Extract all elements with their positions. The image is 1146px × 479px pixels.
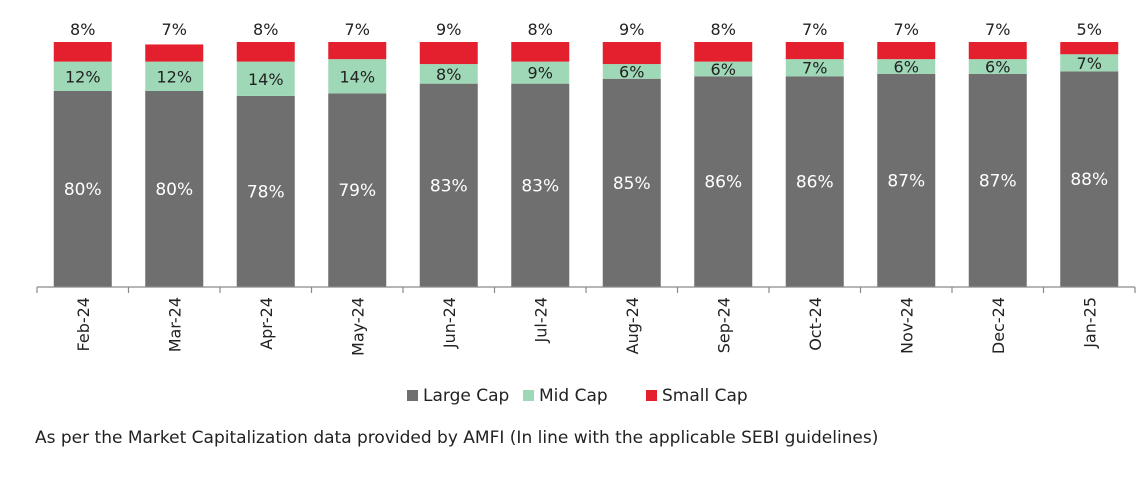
bar-segment-mid-cap	[694, 61, 753, 77]
data-label-large-cap: 86%	[704, 173, 742, 193]
bar-segment-large-cap	[53, 91, 112, 287]
bar-segment-mid-cap	[968, 59, 1027, 74]
data-label-mid-cap: 6%	[711, 60, 736, 79]
data-label-large-cap: 87%	[887, 171, 925, 191]
bar-segment-large-cap	[145, 91, 204, 287]
bar-segment-large-cap	[511, 83, 570, 288]
legend-swatch-small-cap	[646, 390, 657, 401]
data-label-small-cap: 5%	[1077, 20, 1102, 39]
bar-group	[53, 42, 1119, 288]
x-axis-tick-labels: Feb-24 Mar-24 Apr-24 May-24 Jun-24 Jul-24 Aug-…	[74, 297, 1100, 356]
bar-segment-small-cap	[785, 42, 844, 60]
bar-segment-small-cap	[511, 42, 570, 62]
x-tick-label: Oct-24	[806, 297, 825, 351]
data-label-large-cap: 83%	[430, 176, 468, 196]
bar-segment-small-cap	[53, 42, 112, 62]
legend-swatch-large-cap	[407, 390, 418, 401]
bar-segment-small-cap	[602, 42, 661, 65]
bar-segment-large-cap	[1060, 71, 1119, 288]
x-tick-label: Apr-24	[257, 297, 276, 350]
bar-segment-large-cap	[419, 83, 478, 288]
bar-segment-small-cap	[694, 42, 753, 62]
bar-segment-large-cap	[968, 73, 1027, 287]
bar-segment-large-cap	[694, 76, 753, 287]
data-label-mid-cap: 6%	[894, 58, 919, 77]
footnote: As per the Market Capitalization data pr…	[35, 428, 879, 448]
bar-segment-small-cap	[419, 42, 478, 65]
data-label-small-cap: 7%	[985, 20, 1010, 39]
x-tick-label: Dec-24	[989, 297, 1008, 354]
x-tick-label: Aug-24	[623, 297, 642, 354]
data-label-large-cap: 85%	[613, 174, 651, 194]
data-label-mid-cap: 7%	[802, 59, 827, 78]
bar-segment-mid-cap	[328, 59, 387, 94]
bar-segment-large-cap	[236, 95, 295, 288]
data-label-mid-cap: 6%	[985, 58, 1010, 77]
data-label-small-cap: 7%	[345, 20, 370, 39]
bar-segment-mid-cap	[419, 64, 478, 84]
data-label-mid-cap: 9%	[528, 64, 553, 83]
data-label-small-cap: 7%	[894, 20, 919, 39]
bar-segment-small-cap	[328, 42, 387, 60]
data-label-small-cap: 8%	[70, 20, 95, 39]
legend-swatch-mid-cap	[523, 390, 534, 401]
bar-segment-large-cap	[602, 78, 661, 287]
data-label-small-cap: 8%	[711, 20, 736, 39]
data-label-mid-cap: 12%	[65, 67, 101, 86]
data-label-small-cap: 8%	[528, 20, 553, 39]
bar-segment-large-cap	[877, 73, 936, 287]
data-label-small-cap: 7%	[162, 20, 187, 39]
data-label-large-cap: 78%	[247, 182, 285, 202]
data-label-large-cap: 83%	[521, 176, 559, 196]
bar-segment-small-cap	[145, 44, 204, 62]
data-label-small-cap: 8%	[253, 20, 278, 39]
legend-label-small-cap: Small Cap	[662, 386, 748, 406]
data-label-large-cap: 86%	[796, 173, 834, 193]
data-label-large-cap: 79%	[338, 181, 376, 201]
bar-segment-small-cap	[1060, 42, 1119, 55]
data-label-large-cap: 88%	[1070, 170, 1108, 190]
bar-segment-small-cap	[877, 42, 936, 60]
bar-segment-mid-cap	[785, 59, 844, 77]
data-label-group: 80% 12% 8% 80% 12% 7% 78% 14% 8% 79% 14% 7% 83% 8% 9% 8…	[64, 20, 1108, 202]
x-tick-label: Jul-24	[531, 297, 550, 343]
data-label-large-cap: 87%	[979, 171, 1017, 191]
data-label-mid-cap: 6%	[619, 62, 644, 81]
bar-segment-small-cap	[968, 42, 1027, 60]
bar-segment-mid-cap	[1060, 54, 1119, 72]
data-label-mid-cap: 8%	[436, 65, 461, 84]
data-label-small-cap: 9%	[619, 20, 644, 39]
bar-segment-mid-cap	[511, 61, 570, 84]
data-label-large-cap: 80%	[155, 180, 193, 200]
data-label-mid-cap: 12%	[156, 67, 192, 86]
legend-label-mid-cap: Mid Cap	[539, 386, 608, 406]
data-label-mid-cap: 14%	[339, 67, 375, 86]
x-tick-label: Jun-24	[440, 297, 459, 349]
bar-segment-mid-cap	[236, 61, 295, 96]
data-label-mid-cap: 14%	[248, 70, 284, 89]
x-tick-label: Sep-24	[714, 297, 733, 353]
stacked-bar-chart: 80% 12% 8% 80% 12% 7% 78% 14% 8% 79% 14% 7% 83% 8% 9% 8…	[36, 20, 1136, 406]
legend: Large Cap Mid Cap Small Cap	[407, 386, 748, 406]
x-tick-label: Feb-24	[74, 297, 93, 351]
bar-segment-large-cap	[785, 76, 844, 287]
bar-segment-mid-cap	[877, 59, 936, 74]
data-label-small-cap: 7%	[802, 20, 827, 39]
x-tick-label: Jan-25	[1080, 297, 1099, 349]
bar-segment-small-cap	[236, 42, 295, 62]
x-axis-ticks	[36, 287, 1136, 293]
data-label-mid-cap: 7%	[1077, 54, 1102, 73]
data-label-large-cap: 80%	[64, 180, 102, 200]
bar-segment-large-cap	[328, 93, 387, 287]
data-label-small-cap: 9%	[436, 20, 461, 39]
bar-segment-mid-cap	[53, 61, 112, 91]
x-tick-label: Mar-24	[165, 297, 184, 352]
x-tick-label: May-24	[348, 297, 367, 356]
x-tick-label: Nov-24	[897, 297, 916, 354]
bar-segment-mid-cap	[602, 64, 661, 79]
bar-segment-mid-cap	[145, 61, 204, 91]
legend-label-large-cap: Large Cap	[423, 386, 509, 406]
